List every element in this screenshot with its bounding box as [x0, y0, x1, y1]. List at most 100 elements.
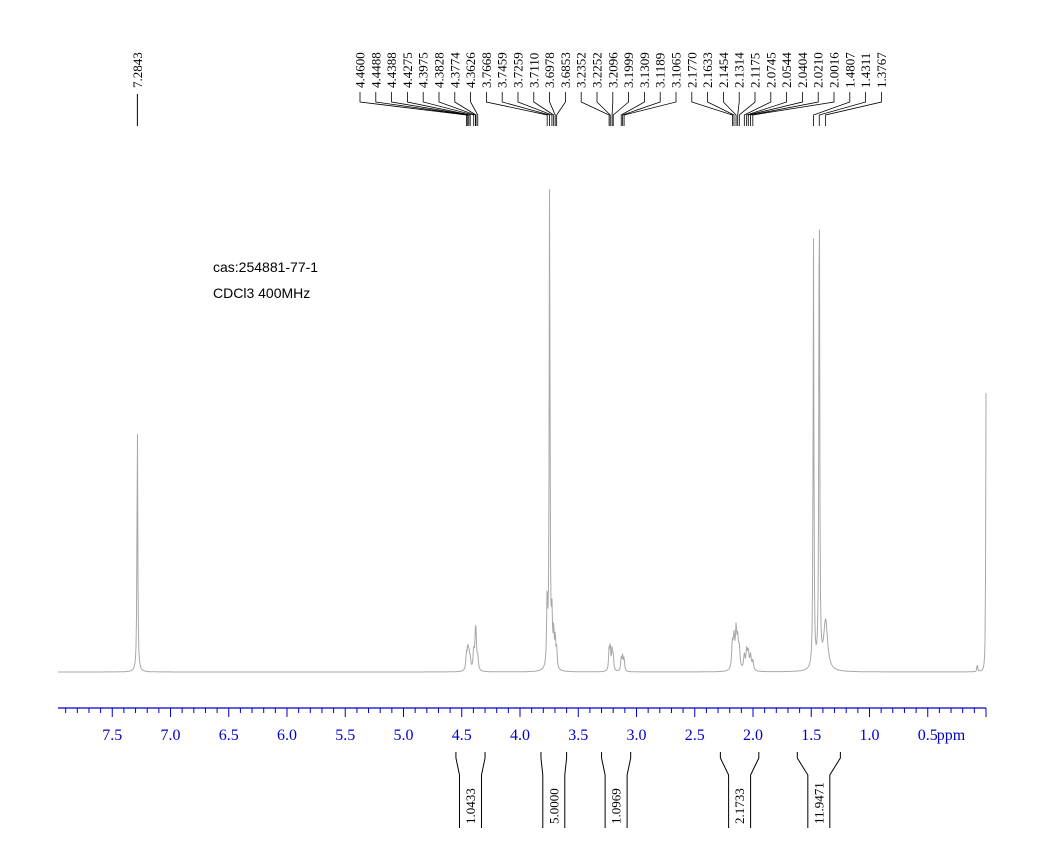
peak-label: 1.4311: [858, 53, 873, 88]
integral-value-label: 5.0000: [546, 788, 561, 824]
peak-label-leader: [612, 92, 629, 126]
peak-label-leader: [747, 92, 803, 126]
axis-tick-label: 1.5: [801, 727, 821, 744]
integral-bracket: [626, 752, 632, 828]
integral-bracket: [564, 752, 568, 828]
peak-label: 2.1175: [748, 53, 763, 88]
peak-label-leader: [623, 92, 677, 126]
integral-bracket: [540, 752, 544, 828]
peak-label: 3.1189: [653, 53, 668, 88]
peak-label-leader: [813, 92, 851, 126]
integral-value-label: 11.9471: [811, 782, 826, 824]
axis-tick-label: 7.5: [102, 727, 122, 744]
peak-label: 2.1454: [716, 52, 731, 88]
sample-cas-label: cas:254881-77-1: [213, 259, 318, 275]
axis-tick-label: 2.0: [743, 727, 763, 744]
peak-label: 4.3626: [463, 52, 478, 88]
axis-tick-label: 0.5: [918, 727, 938, 744]
peak-label-leader: [485, 92, 548, 126]
peak-label: 3.2096: [605, 52, 620, 88]
axis-tick-label: 7.0: [161, 727, 181, 744]
peak-label-leader: [818, 92, 866, 126]
peak-label-leader: [391, 92, 470, 126]
peak-label-leader: [580, 92, 610, 126]
peak-label-leader: [746, 92, 787, 126]
peak-label: 3.1309: [637, 52, 652, 88]
axis-tick-label: 6.0: [277, 727, 297, 744]
peak-label-leader: [470, 92, 479, 126]
peak-label: 1.3767: [874, 52, 889, 88]
spectrum-plot: [58, 189, 987, 673]
peak-label: 2.0404: [795, 52, 810, 88]
peak-label: 2.0544: [779, 52, 794, 88]
peak-label: 3.7668: [479, 52, 494, 88]
integral-group: 1.0433 5.0000 1.0969 2.1733 11.9471: [455, 752, 841, 828]
peak-label-group: 7.2843 4.4600 4.4488 4.4388 4.4275 4.3975 4.38…: [130, 52, 889, 126]
peak-label: 4.3828: [432, 52, 447, 88]
peak-label-leader: [825, 92, 882, 126]
peak-label-leader: [737, 92, 740, 126]
peak-label: 2.1770: [684, 52, 699, 88]
peak-label-leader: [723, 92, 737, 126]
peak-label-leader: [596, 92, 611, 126]
peak-label-leader: [501, 92, 551, 126]
peak-label-leader: [750, 92, 819, 126]
integral-bracket: [829, 752, 841, 828]
solvent-frequency-label: CDCl3 400MHz: [213, 285, 310, 301]
peak-label-leader: [611, 92, 614, 126]
peak-label-leader: [620, 92, 645, 126]
integral-bracket: [601, 752, 606, 828]
peak-label-leader: [556, 92, 566, 126]
peak-label-leader: [691, 92, 733, 126]
axis-tick-label: 4.5: [452, 727, 472, 744]
axis-tick-label: 4.0: [510, 727, 530, 744]
peak-label: 2.1314: [732, 52, 747, 88]
peak-label-leader: [359, 92, 467, 126]
peak-label-leader: [707, 92, 735, 126]
peak-label-leader: [533, 92, 555, 126]
peak-label: 7.2843: [130, 52, 145, 88]
peak-label-leader: [454, 92, 477, 126]
integral-bracket: [480, 752, 486, 828]
peak-label: 3.6978: [542, 52, 557, 88]
axis-tick-label: 5.0: [394, 727, 414, 744]
peak-label: 4.4388: [384, 52, 399, 88]
integral-bracket: [455, 752, 460, 828]
axis-unit-label: ppm: [937, 727, 966, 744]
peak-label: 3.1065: [669, 52, 684, 88]
peak-label-leader: [738, 92, 756, 126]
peak-label-leader: [406, 92, 471, 126]
axis-tick-label: 3.5: [568, 727, 588, 744]
peak-label-leader: [517, 92, 553, 126]
peak-label: 1.4807: [842, 52, 857, 88]
spectrum-line: [58, 189, 987, 673]
peak-label: 2.1633: [700, 52, 715, 88]
peak-label: 3.1999: [621, 52, 636, 88]
peak-label-leader: [743, 92, 772, 126]
axis-tick-label: 1.0: [860, 727, 880, 744]
peak-label: 3.7459: [495, 52, 510, 88]
peak-label-leader: [622, 92, 661, 126]
axis-tick-label: 5.5: [335, 727, 355, 744]
peak-label-leader: [422, 92, 475, 126]
ppm-axis: 7.5 7.0 6.5 6.0 5.5 5.0 4.5 4.0 3.5 3.0 2.5 2.0 1.5 1…: [58, 707, 987, 744]
integral-value-label: 2.1733: [732, 788, 747, 824]
peak-label-leader: [438, 92, 476, 126]
integral-bracket: [719, 752, 730, 828]
peak-label: 4.3774: [447, 52, 462, 88]
peak-label: 4.4488: [368, 52, 383, 88]
peak-label: 4.4275: [400, 52, 415, 88]
integral-bracket: [796, 752, 809, 828]
peak-label: 4.3975: [416, 52, 431, 88]
peak-label: 3.2252: [590, 52, 605, 88]
peak-label: 3.7259: [511, 52, 526, 88]
peak-label: 3.2352: [574, 52, 589, 88]
peak-label: 2.0210: [811, 52, 826, 88]
peak-label-leader: [549, 92, 556, 126]
peak-label: 4.4600: [353, 52, 368, 88]
peak-label: 2.0745: [763, 52, 778, 88]
integral-value-label: 1.0433: [463, 788, 478, 824]
integral-bracket: [750, 752, 760, 828]
peak-label-leader: [375, 92, 469, 126]
